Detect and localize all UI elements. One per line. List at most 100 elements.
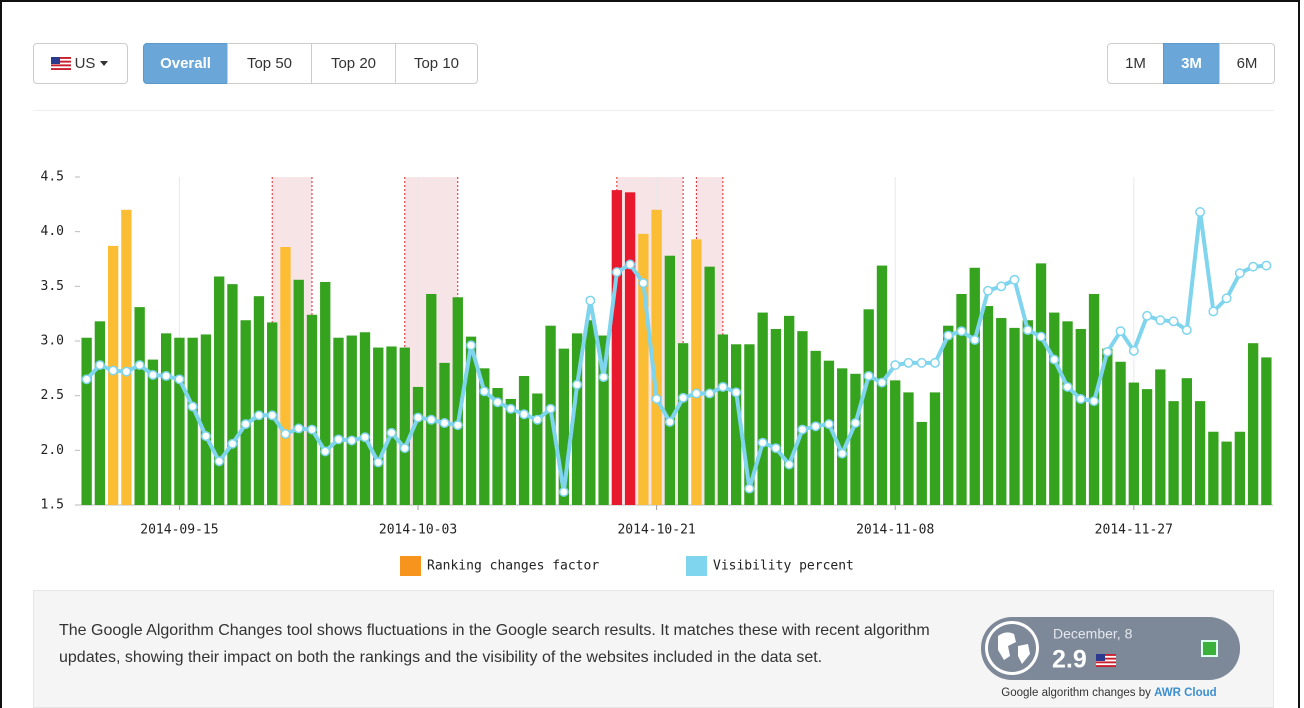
line-point — [1022, 325, 1033, 336]
line-point — [280, 428, 291, 439]
caption-link[interactable]: AWR Cloud — [1154, 687, 1217, 699]
bar — [426, 293, 437, 505]
line-point — [930, 357, 940, 368]
line-point — [1128, 345, 1139, 356]
chart: 2014-09-15 2014-10-03 2014-10-21 2014-11-08… — [41, 170, 1273, 576]
y-tick-label: 3.0 — [41, 334, 64, 349]
bar — [333, 337, 344, 505]
line-point — [1234, 268, 1245, 279]
line-point — [1009, 274, 1020, 285]
line-point — [1195, 207, 1206, 217]
line-point — [94, 360, 105, 371]
flag-icon — [50, 57, 71, 70]
line-point — [558, 486, 569, 497]
line-point — [519, 409, 530, 420]
line-point — [850, 418, 861, 428]
bar — [81, 337, 92, 505]
bar — [320, 281, 331, 505]
line-point — [373, 457, 384, 468]
bar — [956, 293, 967, 505]
bar — [240, 320, 251, 505]
bar — [518, 375, 530, 505]
range-tab[interactable]: Top 20 — [311, 43, 396, 84]
x-tick-label: 2014-10-03 — [379, 523, 457, 538]
bar — [996, 318, 1007, 505]
line-point — [585, 295, 596, 306]
bar — [1049, 312, 1060, 505]
bar — [174, 337, 185, 505]
bar — [982, 306, 994, 505]
line-point — [121, 366, 132, 377]
bar — [1022, 320, 1033, 505]
bar — [1062, 321, 1073, 505]
caption-text: Google algorithm changes by — [1001, 687, 1151, 699]
y-tick-label: 4.5 — [41, 170, 64, 185]
line-point — [598, 372, 609, 383]
legend-label: Ranking changes factor — [427, 559, 599, 574]
line-point — [651, 393, 662, 404]
bar — [1102, 348, 1113, 505]
line-point — [1089, 396, 1100, 407]
bar — [757, 312, 768, 505]
highlight-band — [272, 177, 312, 505]
y-tick-label: 2.5 — [41, 388, 64, 403]
line-point — [717, 381, 728, 392]
y-tick-label: 4.0 — [41, 224, 64, 239]
bar — [1194, 401, 1206, 505]
line-point — [877, 377, 887, 388]
line-point — [823, 419, 834, 430]
bar — [293, 279, 304, 505]
y-tick-label: 2.0 — [41, 443, 64, 458]
line-point — [572, 379, 583, 390]
line-point — [916, 357, 927, 368]
bar — [479, 368, 490, 505]
bar — [943, 325, 954, 505]
period-tab[interactable]: 6M — [1219, 43, 1275, 84]
line-point — [466, 340, 476, 351]
range-tab[interactable]: Top 10 — [395, 43, 478, 84]
bar — [1221, 441, 1232, 505]
flag-icon — [1096, 654, 1116, 667]
line-point — [863, 371, 874, 381]
bar — [532, 393, 543, 505]
line-point — [770, 443, 781, 454]
country-dropdown[interactable]: US — [33, 43, 128, 84]
bar — [638, 233, 649, 505]
bar — [134, 307, 145, 505]
line-point — [1168, 316, 1179, 327]
line-point — [267, 410, 278, 421]
line-point — [1261, 260, 1272, 271]
bar — [624, 192, 636, 505]
range-tab[interactable]: Overall — [143, 43, 228, 84]
line-point — [413, 412, 423, 423]
line-point — [757, 437, 768, 448]
bar — [1247, 343, 1259, 505]
bar — [306, 314, 318, 505]
bar — [373, 347, 384, 505]
line-point — [1181, 325, 1192, 336]
bar — [359, 332, 371, 505]
line-point — [492, 397, 503, 408]
widget-value: 2.9 — [1052, 646, 1087, 674]
bar — [94, 321, 106, 505]
line-point — [161, 371, 172, 381]
line-point — [1248, 261, 1259, 272]
period-tab[interactable]: 1M — [1107, 43, 1164, 84]
line-point — [810, 421, 821, 432]
y-tick-label: 1.5 — [41, 498, 64, 513]
line-point — [452, 420, 463, 431]
bar — [744, 344, 755, 505]
bar — [850, 373, 861, 505]
bar — [399, 347, 410, 505]
bar — [200, 334, 212, 505]
line-point — [254, 410, 264, 421]
line-point — [333, 434, 344, 445]
bar — [147, 359, 159, 505]
bar — [916, 421, 927, 505]
bar — [160, 333, 172, 505]
period-tab[interactable]: 3M — [1163, 43, 1220, 84]
line-point — [1115, 326, 1126, 337]
line-point — [1075, 393, 1086, 404]
bar — [823, 360, 835, 505]
range-tab[interactable]: Top 50 — [227, 43, 312, 84]
